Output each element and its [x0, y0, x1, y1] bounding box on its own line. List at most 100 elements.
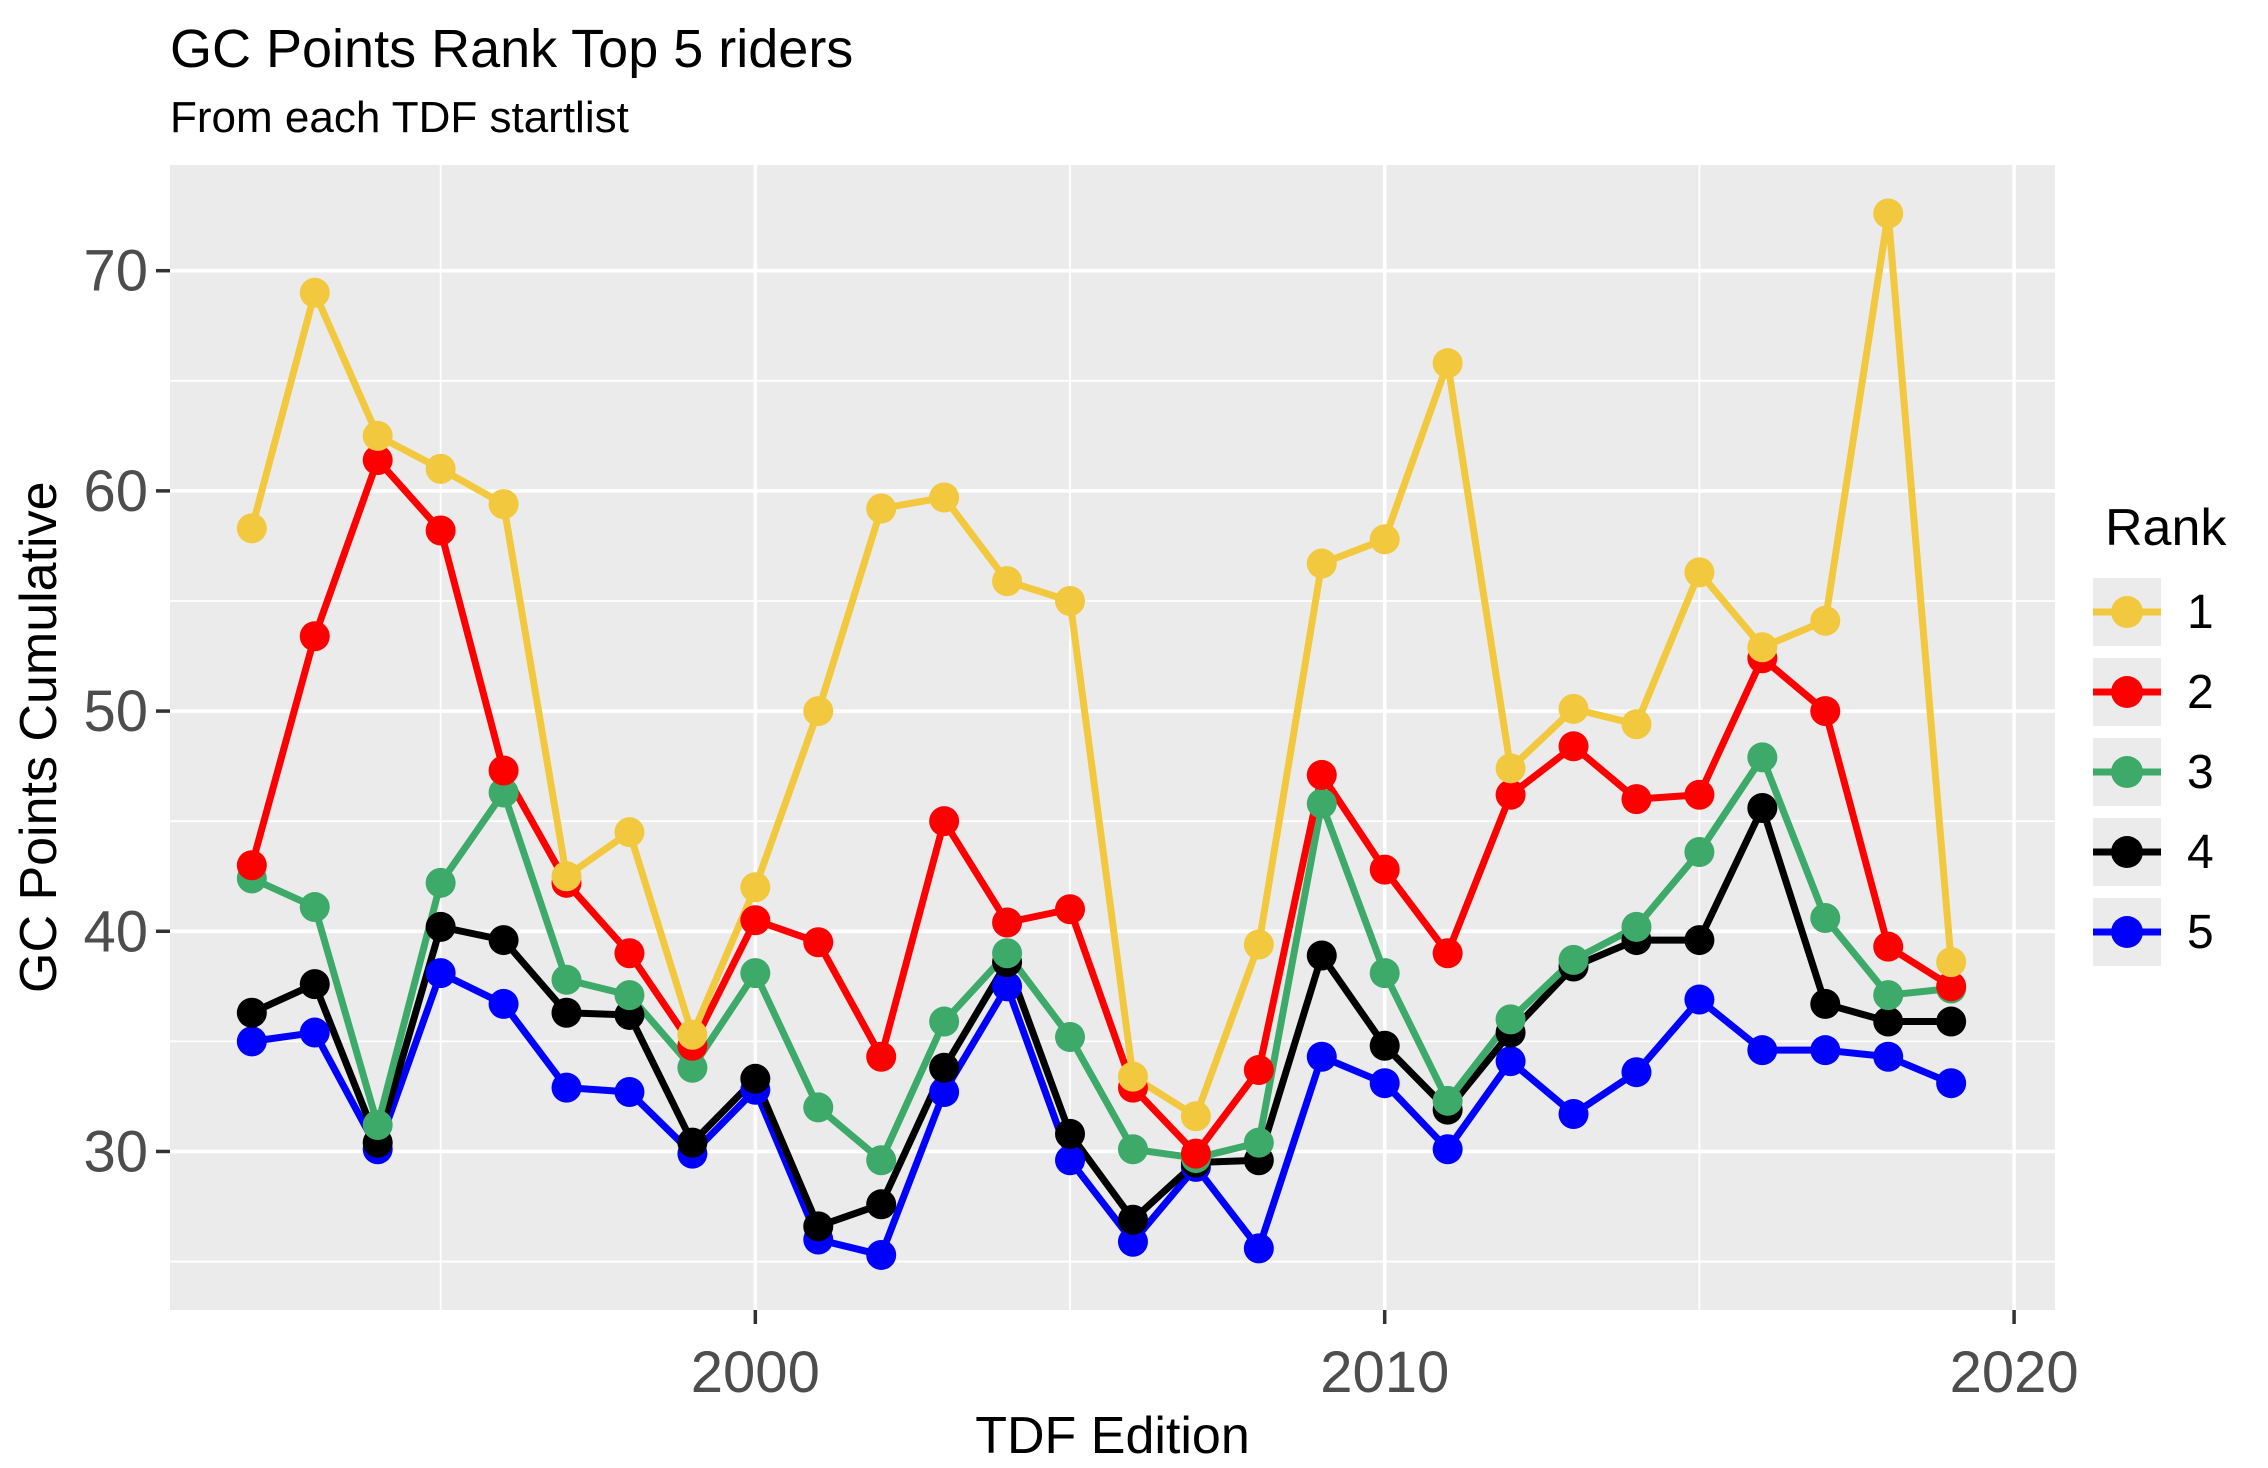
- legend-key-icon: [2093, 738, 2161, 806]
- data-point-rank-4: [1810, 988, 1841, 1019]
- data-point-rank-1: [1432, 348, 1463, 379]
- data-point-rank-4: [425, 911, 456, 942]
- data-point-rank-1: [740, 872, 771, 903]
- data-point-rank-4: [236, 997, 267, 1028]
- legend-label: 5: [2187, 905, 2214, 959]
- y-tick-label: 60: [83, 459, 148, 524]
- data-point-rank-5: [1558, 1099, 1589, 1130]
- data-point-rank-5: [1936, 1068, 1967, 1099]
- data-point-rank-4: [1306, 940, 1337, 971]
- data-point-rank-2: [1243, 1054, 1274, 1085]
- data-point-rank-2: [929, 806, 960, 837]
- data-point-rank-1: [1180, 1101, 1211, 1132]
- series-line-rank-4: [248, 804, 1955, 1230]
- data-point-rank-4: [929, 1052, 960, 1083]
- data-point-rank-5: [1243, 1233, 1274, 1264]
- data-point-rank-5: [1621, 1057, 1652, 1088]
- data-point-rank-3: [1684, 837, 1715, 867]
- data-point-rank-2: [740, 905, 771, 936]
- y-tick-label: 70: [83, 239, 148, 304]
- data-point-rank-1: [1621, 709, 1652, 740]
- data-point-rank-5: [614, 1077, 645, 1108]
- legend-key-dot: [2111, 596, 2143, 628]
- legend-key-dot: [2111, 836, 2143, 868]
- series-line-rank-5: [248, 969, 1955, 1259]
- series-line-rank-3: [248, 753, 1955, 1164]
- legend-items: 1 2 3 4 5: [2093, 578, 2226, 966]
- x-tick-label: 2010: [1320, 1340, 1449, 1405]
- data-point-rank-3: [425, 867, 456, 898]
- data-point-rank-3: [1495, 1004, 1526, 1035]
- data-point-rank-2: [236, 850, 267, 881]
- data-point-rank-1: [1055, 585, 1086, 616]
- data-point-rank-4: [1936, 1006, 1967, 1037]
- data-point-rank-4: [677, 1127, 708, 1158]
- data-point-rank-2: [1621, 784, 1652, 815]
- data-point-rank-4: [803, 1211, 834, 1242]
- data-point-rank-3: [1306, 788, 1337, 819]
- legend: Rank 1 2 3 4 5: [2093, 498, 2226, 966]
- data-point-rank-1: [551, 861, 582, 892]
- data-point-rank-5: [1495, 1046, 1526, 1077]
- data-point-rank-1: [236, 513, 267, 544]
- data-point-rank-5: [425, 958, 456, 989]
- data-point-rank-2: [1810, 696, 1841, 727]
- data-point-rank-3: [1432, 1085, 1463, 1116]
- data-point-rank-2: [1873, 931, 1904, 962]
- legend-item-rank-4: 4: [2093, 818, 2226, 886]
- data-point-rank-1: [866, 493, 897, 524]
- data-point-rank-3: [1747, 742, 1778, 773]
- data-point-rank-3: [1117, 1134, 1148, 1165]
- data-point-rank-5: [1684, 984, 1715, 1015]
- data-point-rank-3: [1369, 958, 1400, 989]
- data-point-rank-1: [677, 1019, 708, 1050]
- data-point-rank-2: [425, 515, 456, 546]
- data-point-rank-2: [362, 445, 393, 476]
- x-tick-label: 2000: [691, 1340, 820, 1405]
- data-point-rank-5: [1432, 1134, 1463, 1165]
- series-line-rank-2: [248, 456, 1955, 1158]
- data-point-rank-4: [488, 925, 519, 956]
- data-point-rank-1: [929, 482, 960, 513]
- data-point-rank-3: [1243, 1127, 1274, 1158]
- data-point-rank-5: [1747, 1035, 1778, 1066]
- data-point-rank-5: [1369, 1068, 1400, 1099]
- legend-item-rank-5: 5: [2093, 898, 2226, 966]
- data-point-rank-4: [299, 969, 330, 1000]
- legend-item-rank-3: 3: [2093, 738, 2226, 806]
- data-point-rank-4: [1055, 1118, 1086, 1149]
- data-point-rank-2: [803, 927, 834, 958]
- data-point-rank-4: [1747, 792, 1778, 823]
- data-point-rank-4: [866, 1189, 897, 1220]
- legend-key-icon: [2093, 898, 2161, 966]
- data-point-rank-1: [425, 453, 456, 484]
- data-point-rank-1: [1243, 929, 1274, 960]
- data-point-rank-5: [488, 988, 519, 1019]
- data-point-rank-1: [1369, 524, 1400, 555]
- data-point-rank-3: [1621, 911, 1652, 942]
- data-point-rank-2: [299, 621, 330, 652]
- data-point-rank-2: [1558, 731, 1589, 762]
- data-point-rank-4: [1117, 1204, 1148, 1235]
- data-point-rank-4: [1873, 1006, 1904, 1037]
- data-point-rank-3: [866, 1145, 897, 1176]
- data-point-rank-5: [866, 1239, 897, 1270]
- data-point-rank-2: [1936, 971, 1967, 1002]
- data-point-rank-1: [488, 489, 519, 520]
- y-tick-label: 50: [83, 679, 148, 744]
- data-point-rank-2: [992, 907, 1023, 938]
- data-point-rank-5: [992, 971, 1023, 1002]
- data-point-rank-5: [1873, 1041, 1904, 1072]
- data-point-rank-3: [299, 892, 330, 923]
- legend-key-dot: [2111, 676, 2143, 708]
- legend-label: 4: [2187, 825, 2214, 879]
- data-point-rank-2: [1055, 894, 1086, 925]
- data-point-rank-1: [299, 277, 330, 308]
- data-point-rank-3: [1810, 903, 1841, 934]
- y-tick-label: 30: [83, 1119, 148, 1184]
- data-point-rank-4: [551, 997, 582, 1028]
- data-point-rank-5: [236, 1026, 267, 1057]
- data-point-rank-3: [1055, 1021, 1086, 1052]
- data-point-rank-5: [1055, 1145, 1086, 1176]
